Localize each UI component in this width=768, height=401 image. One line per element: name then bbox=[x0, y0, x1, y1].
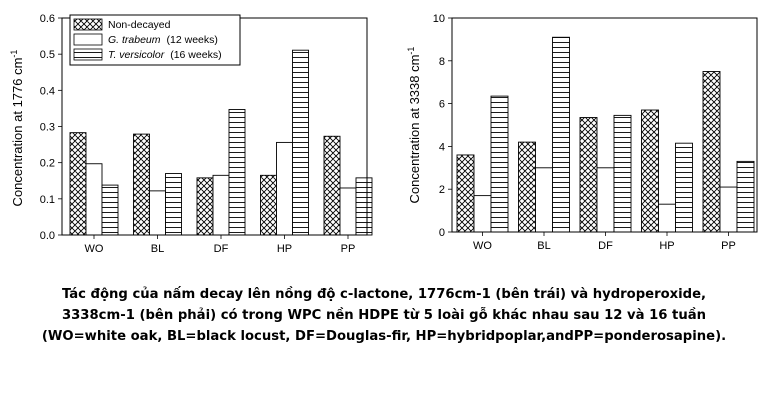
x-tick-label-df: DF bbox=[598, 240, 613, 252]
bar-bl-g-trabeum bbox=[149, 190, 166, 236]
legend-swatch-g-trabeum bbox=[73, 33, 103, 46]
bar-bl-t-versicolor bbox=[552, 36, 570, 233]
bar-bl-non-decayed bbox=[518, 141, 536, 233]
legend-swatch-t-versicolor bbox=[73, 48, 103, 61]
y-tick-label: 0.2 bbox=[40, 158, 55, 170]
bar-df-g-trabeum bbox=[212, 174, 230, 236]
y-tick-label: 4 bbox=[439, 141, 445, 153]
bar-hp-non-decayed bbox=[641, 109, 659, 233]
chart-right: Concentration at 3338 cm-1 WO BL DF HP PP 0 2 4… bbox=[406, 13, 758, 252]
bar-hp-non-decayed bbox=[260, 174, 277, 236]
bar-wo-t-versicolor bbox=[490, 95, 509, 233]
y-tick-label: 0.6 bbox=[40, 13, 55, 25]
plot-area-right: WO BL DF HP PP 0 2 4 6 8 10 bbox=[433, 13, 758, 252]
bar-pp-g-trabeum bbox=[339, 187, 357, 236]
bar-pp-non-decayed bbox=[702, 71, 721, 233]
y-tick-label: 0.5 bbox=[40, 49, 55, 61]
bar-wo-g-trabeum bbox=[473, 195, 492, 233]
bar-df-non-decayed bbox=[196, 177, 214, 236]
y-tick-label: 0 bbox=[439, 227, 445, 239]
bar-hp-t-versicolor bbox=[292, 49, 309, 236]
x-tick-label-wo: WO bbox=[473, 240, 492, 252]
bar-wo-t-versicolor bbox=[101, 184, 119, 236]
y-tick-label: 8 bbox=[439, 56, 445, 68]
legend-label-t-versicolor: T. versicolor (16 weeks) bbox=[108, 49, 222, 61]
bar-hp-g-trabeum bbox=[276, 141, 293, 236]
figure-canvas: Concentration at 1776 cm-1 WO BL DF HP PP 0.0… bbox=[9, 13, 758, 255]
bar-pp-t-versicolor bbox=[736, 160, 755, 233]
x-tick-label-hp: HP bbox=[277, 243, 292, 255]
legend-label-g-trabeum: G. trabeum (12 weeks) bbox=[108, 34, 218, 46]
figure-caption: Tác động của nấm decay lên nồng độ c-lac… bbox=[41, 287, 727, 344]
x-tick-label-df: DF bbox=[214, 243, 229, 255]
y-tick-label: 2 bbox=[439, 184, 445, 196]
chart-left: Concentration at 1776 cm-1 WO BL DF HP PP 0.0… bbox=[9, 13, 373, 255]
y-axis-label-left: Concentration at 1776 cm-1 bbox=[9, 50, 25, 207]
y-tick-label: 0.4 bbox=[40, 85, 55, 97]
bar-wo-g-trabeum bbox=[85, 163, 103, 236]
x-tick-label-pp: PP bbox=[341, 243, 356, 255]
y-tick-label: 0.3 bbox=[40, 122, 55, 134]
x-tick-label-wo: WO bbox=[85, 243, 104, 255]
y-tick-label: 6 bbox=[439, 99, 445, 111]
y-tick-label: 0.1 bbox=[40, 194, 55, 206]
bar-bl-t-versicolor bbox=[165, 173, 182, 236]
bar-hp-g-trabeum bbox=[658, 203, 676, 233]
bar-wo-non-decayed bbox=[69, 132, 87, 236]
x-tick-label-bl: BL bbox=[537, 240, 550, 252]
bar-df-non-decayed bbox=[579, 117, 598, 233]
plot-frame bbox=[451, 17, 758, 233]
legend-label-non-decayed: Non-decayed bbox=[108, 19, 171, 31]
x-tick-label-bl: BL bbox=[151, 243, 164, 255]
bar-bl-non-decayed bbox=[133, 133, 150, 236]
bar-wo-non-decayed bbox=[456, 154, 475, 233]
bar-df-t-versicolor bbox=[228, 109, 246, 236]
legend-left: Non-decayed G. trabeum (12 weeks) T. vers… bbox=[69, 14, 241, 66]
y-tick-label: 0.0 bbox=[40, 230, 55, 242]
bar-df-g-trabeum bbox=[596, 167, 615, 233]
x-tick-label-pp: PP bbox=[721, 240, 736, 252]
bar-hp-t-versicolor bbox=[675, 142, 693, 233]
bar-pp-non-decayed bbox=[323, 135, 341, 236]
plot-area-left: WO BL DF HP PP 0.0 0.1 0.2 0.3 0.4 0.5 0.6 bbox=[40, 13, 373, 255]
legend-swatch-non-decayed bbox=[73, 18, 103, 31]
y-axis-label-right: Concentration at 3338 cm-1 bbox=[406, 47, 422, 204]
bar-pp-g-trabeum bbox=[719, 186, 738, 233]
bar-pp-t-versicolor bbox=[355, 177, 373, 236]
bar-bl-g-trabeum bbox=[535, 167, 553, 233]
x-tick-label-hp: HP bbox=[659, 240, 674, 252]
bar-df-t-versicolor bbox=[613, 114, 632, 233]
y-tick-label: 10 bbox=[433, 13, 445, 25]
